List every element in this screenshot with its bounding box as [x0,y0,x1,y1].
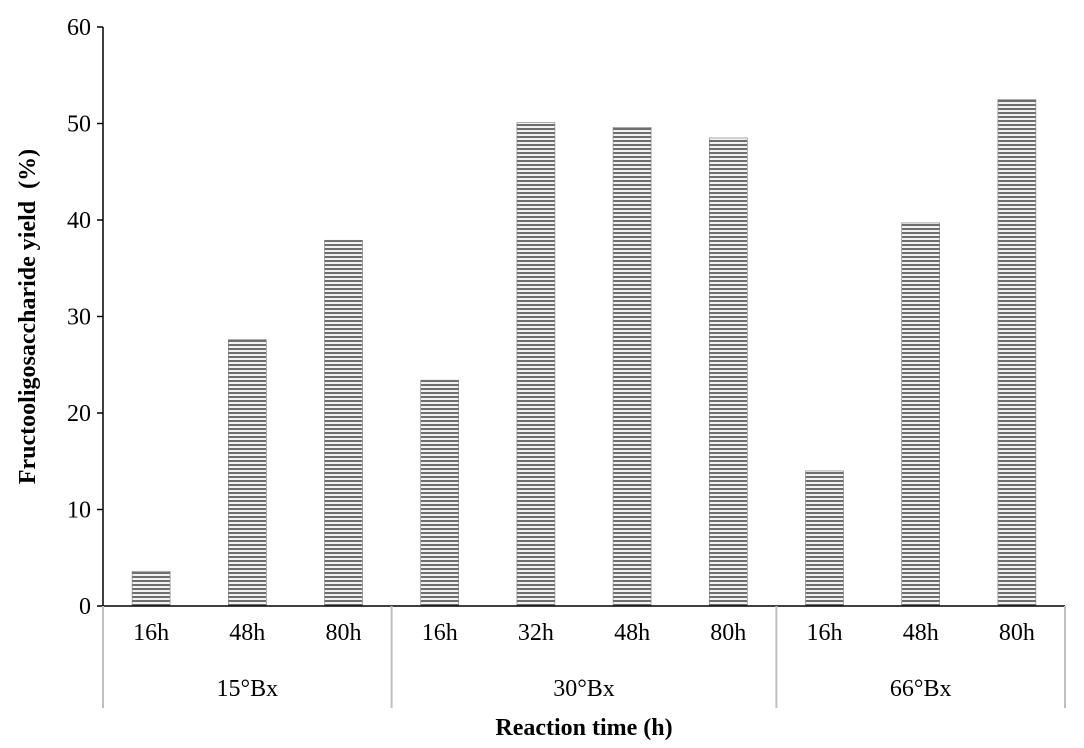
labels-layer: 0 10 20 30 40 50 60 16h 48h 80h 16h 32h 48h 80h 16h 48h… [15,15,1035,741]
group-label: 66°Bx [890,676,952,702]
axes-layer [97,26,1066,708]
group-label: 30°Bx [553,676,615,702]
x-category-label: 48h [903,620,939,646]
bars-layer [131,99,1037,607]
bar [805,470,844,607]
bar [901,222,941,607]
bar [131,570,171,607]
y-tick-label: 20 [67,401,91,427]
y-tick-label: 60 [67,15,91,41]
x-category-label: 16h [807,620,843,646]
y-axis-title: Fructooligosaccharide yield (%) [15,149,41,484]
bar [997,99,1037,607]
x-category-label: 32h [518,620,554,646]
x-axis-title: Reaction time (h) [495,715,672,741]
x-category-label: 16h [133,620,169,646]
x-category-label: 80h [710,620,746,646]
x-category-label: 48h [614,620,650,646]
bar [516,122,556,607]
x-category-label: 48h [229,620,265,646]
bar [420,379,460,607]
bar [708,137,748,607]
y-tick-label: 30 [67,305,91,331]
x-category-label: 80h [999,620,1035,646]
bar [612,127,652,607]
y-tick-label: 40 [67,208,91,234]
bar [228,339,267,607]
bar [324,239,363,607]
x-category-label: 16h [422,620,458,646]
y-tick-label: 50 [67,112,91,138]
group-label: 15°Bx [216,676,278,702]
x-category-label: 80h [326,620,362,646]
y-tick-label: 0 [79,594,91,620]
y-tick-label: 10 [67,498,91,524]
